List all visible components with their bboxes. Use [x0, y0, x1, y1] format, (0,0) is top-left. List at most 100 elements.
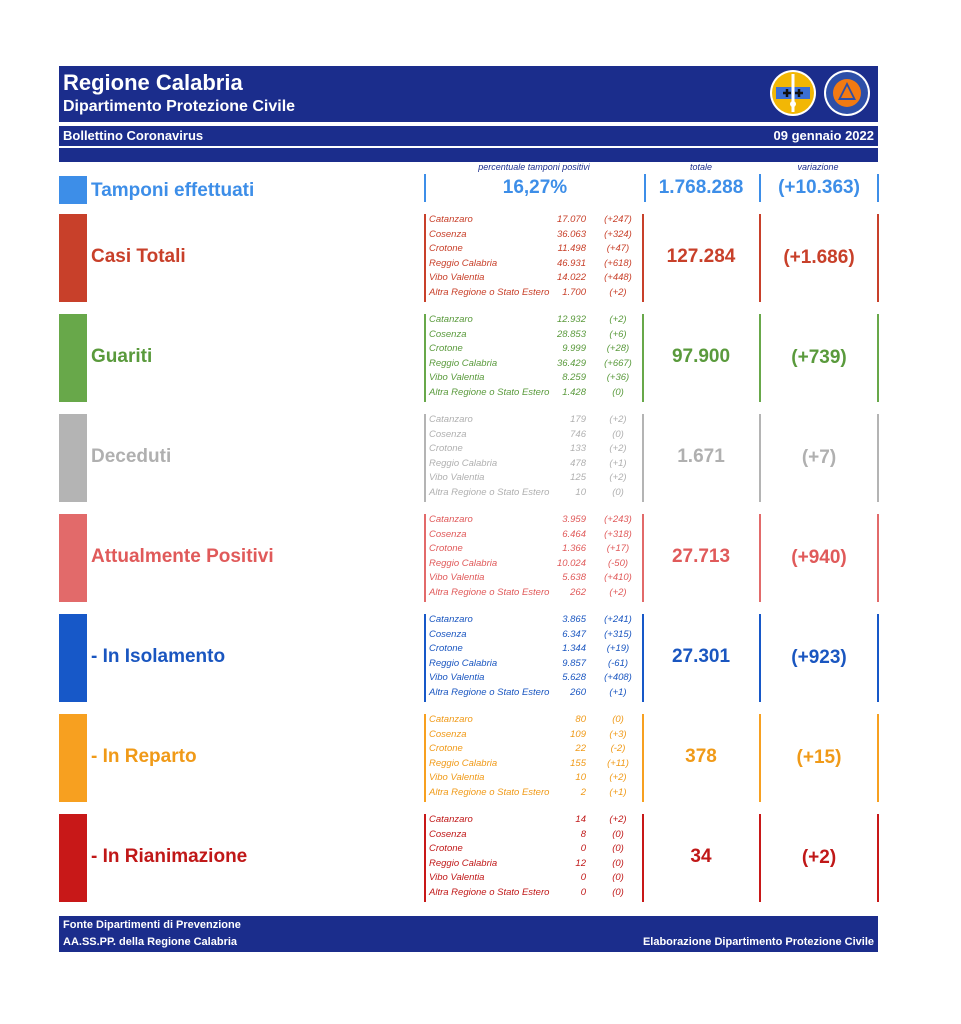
province-delta: (+11) [607, 757, 629, 769]
row-swatch [59, 714, 87, 802]
province-delta: (+47) [606, 243, 630, 255]
variation-header: variazione [797, 162, 839, 172]
row-label: Casi Totali [91, 246, 186, 267]
province-name: Catanzaro [429, 814, 473, 825]
province-value: 9.857 [562, 657, 586, 669]
province-breakdown: Catanzaro 14 (+2) Cosenza 8 (0) Crotone … [424, 814, 644, 902]
province-delta: (+2) [609, 286, 627, 298]
province-breakdown: Catanzaro 12.932 (+2) Cosenza 28.853 (+6… [424, 314, 644, 402]
row-total: 27.713 [671, 546, 731, 567]
tamponi-percent: 16,27% [424, 174, 646, 202]
province-line: Crotone 0 (0) [426, 843, 642, 858]
province-value: 9.999 [562, 343, 586, 355]
province-delta: (+1) [609, 457, 627, 469]
province-value: 1.344 [562, 643, 586, 655]
province-name: Catanzaro [429, 314, 473, 325]
province-line: Cosenza 6.464 (+318) [426, 529, 642, 544]
province-delta: (0) [612, 428, 624, 440]
province-line: Catanzaro 179 (+2) [426, 414, 642, 429]
logos [770, 70, 870, 116]
province-name: Vibo Valentia [429, 272, 485, 284]
footer-source-line2: AA.SS.PP. della Regione Calabria [63, 936, 238, 948]
province-breakdown: Catanzaro 179 (+2) Cosenza 746 (0) Croto… [424, 414, 644, 502]
province-name: Crotone [429, 843, 463, 855]
province-delta: (+315) [604, 628, 632, 640]
province-name: Vibo Valentia [429, 672, 485, 684]
province-name: Vibo Valentia [429, 772, 485, 784]
province-name: Reggio Calabria [429, 757, 498, 769]
province-breakdown: Catanzaro 80 (0) Cosenza 109 (+3) Croton… [424, 714, 644, 802]
tamponi-row: Tamponi effettuati 16,27% 1.768.288 (+10… [59, 174, 879, 210]
total-header: totale [689, 162, 713, 172]
province-delta: (+2) [609, 814, 627, 825]
row-swatch [59, 214, 87, 302]
province-value: 0 [580, 843, 586, 855]
province-delta: (+28) [606, 343, 630, 355]
header-spacer-bar [59, 148, 878, 162]
province-line: Vibo Valentia 5.638 (+410) [426, 572, 642, 587]
province-delta: (+19) [606, 643, 630, 655]
province-delta: (+408) [604, 672, 632, 684]
province-name: Catanzaro [429, 714, 473, 725]
province-line: Crotone 22 (-2) [426, 743, 642, 758]
province-delta: (+247) [604, 214, 632, 225]
stat-row: - In Rianimazione Catanzaro 14 (+2) Cose… [59, 810, 879, 910]
province-delta: (+448) [604, 272, 632, 284]
row-label: - In Rianimazione [91, 846, 248, 867]
province-delta: (+324) [604, 228, 632, 240]
province-name: Catanzaro [429, 214, 473, 225]
province-name: Crotone [429, 443, 463, 455]
province-name: Vibo Valentia [429, 872, 485, 884]
stat-row: Guariti Catanzaro 12.932 (+2) Cosenza 28… [59, 310, 879, 410]
positivity-header: percentuale tamponi positivi [478, 162, 590, 172]
province-value: 12.932 [556, 314, 586, 325]
tamponi-total: 1.768.288 [658, 177, 744, 198]
province-line: Crotone 1.366 (+17) [426, 543, 642, 558]
province-value: 11.498 [557, 243, 586, 255]
province-delta: (+1) [609, 786, 627, 798]
row-total: 34 [690, 846, 712, 867]
province-name: Reggio Calabria [429, 557, 498, 569]
row-label: - In Reparto [91, 746, 197, 767]
row-total: 27.301 [671, 646, 731, 667]
province-value: 10 [575, 486, 586, 498]
province-name: Cosenza [429, 228, 467, 240]
province-name: Crotone [429, 343, 463, 355]
row-swatch [59, 514, 87, 602]
province-delta: (+2) [609, 472, 627, 484]
province-name: Altra Regione o Stato Estero [429, 686, 550, 698]
province-delta: (0) [612, 714, 624, 725]
province-name: Cosenza [429, 828, 467, 840]
province-line: Cosenza 28.853 (+6) [426, 329, 642, 344]
province-line: Catanzaro 3.865 (+241) [426, 614, 642, 629]
province-line: Reggio Calabria 36.429 (+667) [426, 358, 642, 373]
province-delta: (+410) [604, 572, 632, 584]
row-variation: (+1.686) [759, 214, 879, 302]
province-line: Vibo Valentia 14.022 (+448) [426, 272, 642, 287]
province-delta: (0) [612, 843, 624, 855]
province-name: Cosenza [429, 428, 467, 440]
province-delta: (+2) [609, 443, 627, 455]
province-name: Reggio Calabria [429, 657, 498, 669]
province-name: Catanzaro [429, 414, 473, 425]
province-line: Crotone 1.344 (+19) [426, 643, 642, 658]
province-delta: (+1) [609, 686, 627, 698]
province-delta: (0) [612, 886, 624, 898]
province-value: 12 [575, 857, 586, 869]
province-line: Vibo Valentia 0 (0) [426, 872, 642, 887]
province-delta: (+36) [606, 372, 630, 384]
bulletin-label: Bollettino Coronavirus [63, 128, 204, 143]
province-name: Altra Regione o Stato Estero [429, 586, 550, 598]
row-variation: (+2) [759, 814, 879, 902]
province-value: 109 [570, 728, 586, 740]
province-line: Cosenza 6.347 (+315) [426, 629, 642, 644]
tamponi-swatch [59, 176, 87, 204]
province-value: 133 [570, 443, 586, 455]
province-value: 14.022 [556, 272, 586, 284]
province-delta: (-2) [610, 743, 626, 755]
province-delta: (+2) [609, 414, 627, 425]
province-line: Altra Regione o Stato Estero 0 (0) [426, 887, 642, 902]
row-swatch [59, 314, 87, 402]
column-headers: percentuale tamponi positivi totale vari… [59, 162, 878, 174]
row-variation: (+940) [759, 514, 879, 602]
